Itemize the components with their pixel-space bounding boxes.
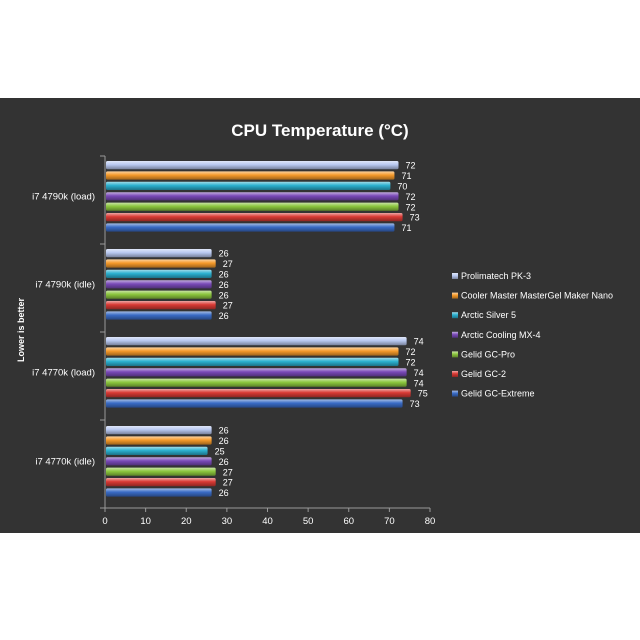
legend-swatch xyxy=(452,331,458,338)
value-label: 70 xyxy=(397,182,407,192)
bar xyxy=(106,389,411,398)
legend-entry: Arctic Cooling MX-4 xyxy=(461,330,541,340)
value-label: 26 xyxy=(219,457,229,467)
x-tick-label: 0 xyxy=(102,516,107,527)
value-label: 26 xyxy=(219,426,229,436)
value-label: 73 xyxy=(410,213,420,223)
bar xyxy=(106,488,212,497)
value-label: 72 xyxy=(406,202,416,212)
bar xyxy=(106,399,403,408)
bar xyxy=(106,259,216,268)
legend: Prolimatech PK-3 Cooler Master MasterGel … xyxy=(452,271,613,399)
value-label: 26 xyxy=(219,488,229,498)
value-label: 74 xyxy=(414,378,424,388)
value-label: 27 xyxy=(223,467,233,477)
value-label: 74 xyxy=(414,368,424,378)
x-tick-label: 10 xyxy=(140,516,151,527)
bar xyxy=(106,171,395,180)
x-tick-label: 80 xyxy=(425,516,436,527)
value-labels: 7271707272737126272626262726747272747475… xyxy=(215,161,428,498)
bar xyxy=(106,357,399,366)
bar xyxy=(106,202,399,211)
bar xyxy=(106,368,407,377)
y-axis-label: Lower is better xyxy=(16,297,26,362)
legend-entry: Gelid GC-2 xyxy=(461,369,506,379)
legend-swatch xyxy=(452,390,458,397)
value-label: 72 xyxy=(406,192,416,202)
legend-swatch xyxy=(452,351,458,358)
bar xyxy=(106,161,399,170)
value-label: 75 xyxy=(418,389,428,399)
x-tick-label: 60 xyxy=(343,516,354,527)
bar xyxy=(106,223,395,232)
bar xyxy=(106,181,391,190)
bars xyxy=(106,161,411,497)
x-tick-label: 70 xyxy=(384,516,395,527)
legend-entry: Cooler Master MasterGel Maker Nano xyxy=(461,291,613,301)
bar xyxy=(106,192,399,201)
x-tick-label: 30 xyxy=(222,516,233,527)
value-label: 27 xyxy=(223,259,233,269)
bar xyxy=(106,269,212,278)
bar xyxy=(106,457,212,466)
legend-swatch xyxy=(452,312,458,319)
bar xyxy=(106,213,403,222)
legend-swatch xyxy=(452,273,458,279)
bar xyxy=(106,249,212,258)
value-label: 25 xyxy=(215,447,225,457)
x-tick-label: 40 xyxy=(262,516,273,527)
bar xyxy=(106,378,407,387)
category-label: i7 4770k (load) xyxy=(32,367,95,378)
value-label: 26 xyxy=(219,249,229,259)
bar xyxy=(106,290,212,299)
legend-entry: Arctic Silver 5 xyxy=(461,310,516,320)
category-label: i7 4770k (idle) xyxy=(35,456,95,467)
value-label: 72 xyxy=(406,347,416,357)
legend-swatch xyxy=(452,292,458,299)
bar xyxy=(106,347,399,356)
legend-swatch xyxy=(452,371,458,377)
value-label: 71 xyxy=(401,223,411,233)
bar xyxy=(106,311,212,320)
bar xyxy=(106,301,216,310)
x-ticks: 0 10 20 30 40 50 60 70 80 xyxy=(102,508,435,527)
value-label: 26 xyxy=(219,436,229,446)
value-label: 26 xyxy=(219,290,229,300)
bar xyxy=(106,337,407,346)
bar xyxy=(106,280,212,289)
value-label: 74 xyxy=(414,337,424,347)
value-label: 72 xyxy=(406,161,416,171)
bar xyxy=(106,436,212,445)
legend-entry: Gelid GC-Pro xyxy=(461,349,515,359)
bar xyxy=(106,426,212,435)
value-label: 73 xyxy=(410,399,420,409)
category-label: i7 4790k (idle) xyxy=(35,279,95,290)
value-label: 71 xyxy=(401,171,411,181)
value-label: 26 xyxy=(219,311,229,321)
bar xyxy=(106,467,216,476)
legend-entry: Prolimatech PK-3 xyxy=(461,271,531,281)
value-label: 27 xyxy=(223,301,233,311)
value-label: 72 xyxy=(406,358,416,368)
x-tick-label: 50 xyxy=(303,516,314,527)
category-labels: i7 4790k (load) i7 4790k (idle) i7 4770k (… xyxy=(32,155,105,509)
category-label: i7 4790k (load) xyxy=(32,191,95,202)
value-label: 26 xyxy=(219,280,229,290)
legend-entry: Gelid GC-Extreme xyxy=(461,389,535,399)
chart-title: CPU Temperature (°C) xyxy=(231,121,408,140)
bar xyxy=(106,446,208,455)
value-label: 26 xyxy=(219,270,229,280)
bar xyxy=(106,478,216,487)
x-tick-label: 20 xyxy=(181,516,192,527)
value-label: 27 xyxy=(223,478,233,488)
